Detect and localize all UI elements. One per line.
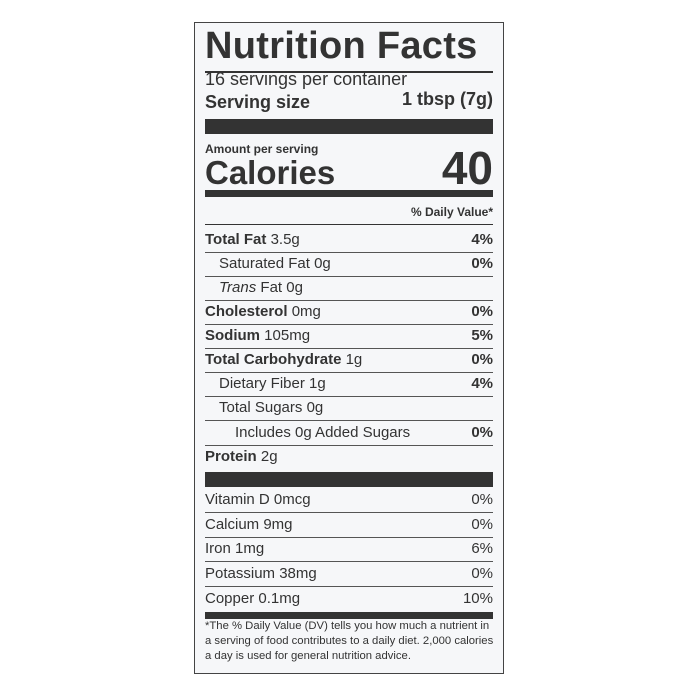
vitamin-row: Iron 1mg 6% — [205, 537, 493, 562]
nutrient-dv: 0% — [471, 351, 493, 368]
vitamin-label: Vitamin D 0mcg — [205, 491, 311, 508]
nutrient-name-suffix: Fat — [260, 279, 283, 296]
vitamin-row: Vitamin D 0mcg 0% — [205, 488, 493, 513]
nutrient-name: Total Fat — [205, 231, 267, 248]
divider — [205, 71, 493, 73]
nutrient-row-trans-fat: Trans Fat 0g — [205, 276, 493, 301]
nutrient-amount: 0g — [314, 255, 331, 272]
calories-label: Calories — [205, 154, 336, 191]
serving-size-value: 1 tbsp (7g) — [401, 89, 493, 109]
thick-divider — [205, 472, 493, 487]
vitamin-label: Calcium 9mg — [205, 516, 293, 533]
vitamin-row: Calcium 9mg 0% — [205, 513, 493, 538]
nutrient-amount: 0mg — [291, 303, 321, 320]
nutrient-amount: 2g — [260, 448, 278, 465]
nutrient-dv: 4% — [471, 231, 493, 248]
nutrient-dv: 0% — [471, 424, 493, 441]
medium-divider — [205, 612, 493, 619]
nutrient-row-sodium: Sodium 105mg 5% — [205, 324, 493, 349]
nutrient-amount: 1g — [345, 351, 363, 368]
calories-value: 40 — [441, 142, 493, 194]
nutrient-dv: 5% — [471, 327, 493, 344]
nutrient-amount: 3.5g — [270, 231, 300, 248]
nutrient-row-total-fat: Total Fat 3.5g 4% — [205, 228, 493, 253]
vitamin-dv: 6% — [471, 540, 493, 557]
vitamin-dv: 10% — [462, 590, 493, 607]
nutrient-name: Total Sugars — [219, 399, 303, 416]
nutrient-name: Sodium — [205, 327, 260, 344]
divider — [205, 224, 493, 225]
vitamin-label: Potassium 38mg — [205, 565, 317, 582]
vitamin-dv: 0% — [471, 516, 493, 533]
nutrient-name: Trans — [219, 279, 257, 296]
nutrient-amount: 0g — [306, 399, 324, 416]
thick-divider — [205, 119, 493, 134]
nutrient-row-total-sugars: Total Sugars 0g — [205, 396, 493, 421]
nutrient-name: Protein — [205, 448, 257, 465]
daily-value-header: % Daily Value* — [410, 205, 493, 219]
nutrient-name: Cholesterol — [205, 303, 288, 320]
servings-per-container: 16 servings per container — [205, 69, 408, 89]
vitamin-label: Copper 0.1mg — [205, 590, 301, 607]
nutrient-amount: 1g — [309, 375, 326, 392]
vitamin-row: Copper 0.1mg 10% — [205, 587, 493, 611]
nutrient-name: Saturated Fat — [219, 255, 310, 272]
nutrient-dv: 4% — [471, 375, 493, 392]
medium-divider — [205, 190, 493, 197]
vitamin-dv: 0% — [471, 491, 493, 508]
nutrient-dv: 0% — [471, 255, 493, 272]
label-title: Nutrition Facts — [205, 25, 478, 67]
nutrient-row-total-carbohydrate: Total Carbohydrate 1g 0% — [205, 348, 493, 373]
amount-per-serving: Amount per serving — [205, 142, 319, 156]
nutrient-row-saturated-fat: Saturated Fat 0g 0% — [205, 252, 493, 277]
serving-size-label: Serving size — [205, 92, 311, 112]
nutrient-amount: 0g — [286, 279, 303, 296]
nutrient-name: Total Carbohydrate — [205, 351, 342, 368]
vitamin-dv: 0% — [471, 565, 493, 582]
nutrient-dv: 0% — [471, 303, 493, 320]
nutrient-amount: 105mg — [264, 327, 311, 344]
footnote: *The % Daily Value (DV) tells you how mu… — [205, 620, 494, 662]
nutrient-name: Dietary Fiber — [219, 375, 305, 392]
nutrient-row-protein: Protein 2g — [205, 445, 493, 469]
vitamin-row: Potassium 38mg 0% — [205, 562, 493, 587]
nutrition-facts-label: Nutrition Facts 16 servings per containe… — [194, 22, 504, 674]
nutrient-row-dietary-fiber: Dietary Fiber 1g 4% — [205, 372, 493, 397]
nutrient-row-added-sugars: Includes 0g Added Sugars 0% — [205, 420, 493, 446]
nutrient-name: Includes 0g Added Sugars — [235, 424, 411, 441]
vitamin-label: Iron 1mg — [205, 540, 265, 557]
nutrient-row-cholesterol: Cholesterol 0mg 0% — [205, 300, 493, 325]
